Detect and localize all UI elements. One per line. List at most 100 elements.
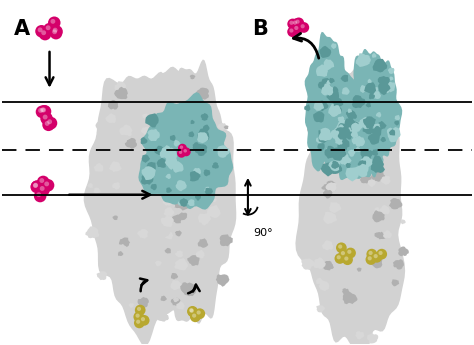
- Circle shape: [136, 314, 140, 318]
- Polygon shape: [368, 207, 375, 212]
- Polygon shape: [336, 132, 340, 137]
- Polygon shape: [348, 108, 352, 113]
- Polygon shape: [128, 303, 134, 308]
- Polygon shape: [309, 245, 315, 250]
- Polygon shape: [335, 280, 340, 285]
- Polygon shape: [164, 207, 174, 217]
- Polygon shape: [295, 67, 405, 345]
- Circle shape: [37, 184, 50, 196]
- Polygon shape: [190, 75, 195, 79]
- Polygon shape: [187, 169, 199, 180]
- Polygon shape: [377, 232, 385, 239]
- Polygon shape: [216, 274, 229, 287]
- Polygon shape: [324, 146, 337, 159]
- Polygon shape: [162, 119, 171, 127]
- Polygon shape: [119, 125, 133, 136]
- Circle shape: [339, 249, 349, 260]
- Polygon shape: [125, 138, 137, 149]
- Polygon shape: [352, 95, 365, 108]
- Polygon shape: [220, 171, 228, 178]
- Circle shape: [337, 255, 341, 259]
- Circle shape: [134, 312, 144, 322]
- Polygon shape: [97, 131, 108, 141]
- Polygon shape: [373, 91, 381, 99]
- Circle shape: [31, 180, 43, 193]
- Polygon shape: [361, 149, 373, 161]
- Polygon shape: [326, 90, 339, 104]
- Polygon shape: [348, 118, 355, 125]
- Polygon shape: [145, 113, 159, 128]
- Polygon shape: [334, 102, 340, 109]
- Polygon shape: [351, 122, 361, 132]
- Polygon shape: [338, 127, 344, 133]
- Circle shape: [335, 253, 345, 264]
- Polygon shape: [175, 85, 186, 95]
- Polygon shape: [123, 177, 134, 188]
- Polygon shape: [354, 121, 363, 131]
- Polygon shape: [138, 92, 233, 210]
- Polygon shape: [348, 141, 355, 147]
- Polygon shape: [321, 162, 335, 177]
- Polygon shape: [342, 146, 347, 150]
- Polygon shape: [157, 137, 164, 142]
- Polygon shape: [201, 179, 215, 192]
- Polygon shape: [359, 117, 372, 129]
- Polygon shape: [206, 176, 218, 187]
- Polygon shape: [183, 126, 193, 135]
- Polygon shape: [372, 149, 380, 157]
- Circle shape: [368, 256, 372, 260]
- Text: 90°: 90°: [253, 228, 273, 238]
- Polygon shape: [190, 171, 201, 181]
- Polygon shape: [305, 32, 356, 171]
- Polygon shape: [322, 130, 328, 135]
- Polygon shape: [212, 198, 217, 202]
- Polygon shape: [345, 113, 355, 122]
- Polygon shape: [368, 179, 376, 187]
- Polygon shape: [356, 267, 362, 272]
- Polygon shape: [136, 257, 143, 264]
- Circle shape: [376, 249, 387, 259]
- Circle shape: [188, 307, 198, 317]
- Circle shape: [41, 108, 46, 112]
- Polygon shape: [322, 261, 334, 270]
- Polygon shape: [392, 279, 399, 286]
- Circle shape: [42, 119, 55, 131]
- Polygon shape: [170, 279, 182, 290]
- Polygon shape: [87, 183, 93, 188]
- Polygon shape: [112, 215, 118, 220]
- Polygon shape: [219, 234, 233, 246]
- Polygon shape: [226, 207, 231, 211]
- Polygon shape: [141, 172, 154, 185]
- Polygon shape: [369, 93, 375, 99]
- Polygon shape: [362, 120, 368, 127]
- Circle shape: [33, 183, 38, 188]
- Circle shape: [48, 17, 61, 29]
- Polygon shape: [389, 198, 402, 209]
- Circle shape: [301, 24, 305, 28]
- Polygon shape: [163, 197, 173, 206]
- Circle shape: [179, 150, 182, 154]
- Circle shape: [139, 315, 149, 326]
- Polygon shape: [348, 96, 355, 102]
- Polygon shape: [383, 230, 392, 238]
- Polygon shape: [346, 110, 355, 119]
- Polygon shape: [192, 142, 200, 150]
- Circle shape: [342, 254, 353, 265]
- Polygon shape: [179, 212, 187, 220]
- Polygon shape: [206, 221, 216, 231]
- Polygon shape: [168, 130, 173, 136]
- Polygon shape: [168, 195, 182, 208]
- Circle shape: [43, 23, 56, 36]
- Polygon shape: [218, 123, 226, 130]
- Circle shape: [295, 20, 300, 24]
- Polygon shape: [360, 87, 366, 93]
- Polygon shape: [149, 150, 161, 162]
- Polygon shape: [158, 59, 237, 324]
- Circle shape: [43, 115, 47, 119]
- Polygon shape: [344, 118, 354, 128]
- Polygon shape: [363, 123, 374, 135]
- Polygon shape: [154, 148, 160, 154]
- Circle shape: [33, 183, 38, 188]
- Polygon shape: [119, 288, 126, 295]
- Polygon shape: [162, 179, 171, 188]
